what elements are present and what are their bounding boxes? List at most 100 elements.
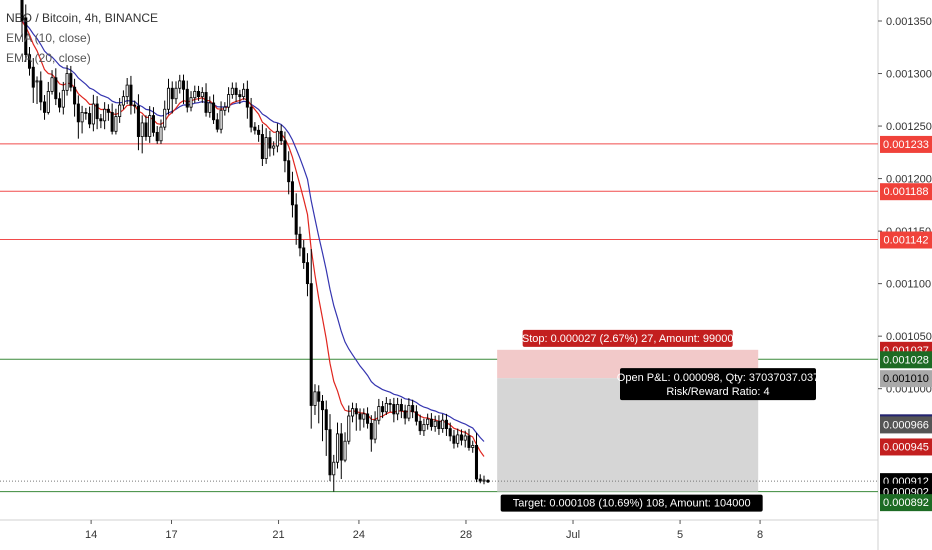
candle-body[interactable] xyxy=(437,420,441,430)
candle-body[interactable] xyxy=(155,131,159,142)
candle-body[interactable] xyxy=(441,419,445,430)
candle-body[interactable] xyxy=(174,87,178,100)
candle-body[interactable] xyxy=(268,137,272,149)
candle-body[interactable] xyxy=(392,404,396,415)
candle-body[interactable] xyxy=(422,424,426,432)
candle-body[interactable] xyxy=(65,73,69,91)
candle-body[interactable] xyxy=(106,108,110,113)
candle-body[interactable] xyxy=(114,116,118,132)
ema-slow-legend[interactable]: EMA (20, close) xyxy=(6,51,91,65)
candle-body[interactable] xyxy=(69,73,73,88)
candle-body[interactable] xyxy=(91,103,95,125)
candle-body[interactable] xyxy=(178,80,182,89)
candle-body[interactable] xyxy=(294,204,298,235)
candle-body[interactable] xyxy=(448,428,452,437)
candle-body[interactable] xyxy=(384,402,388,413)
candle-body[interactable] xyxy=(275,130,279,147)
candle-body[interactable] xyxy=(467,435,471,448)
candle-body[interactable] xyxy=(482,479,486,482)
candle-body[interactable] xyxy=(140,122,144,137)
candle-body[interactable] xyxy=(163,108,167,128)
candle-body[interactable] xyxy=(459,434,463,441)
candle-body[interactable] xyxy=(399,404,403,412)
candle-body[interactable] xyxy=(302,247,306,264)
candle-body[interactable] xyxy=(328,429,332,476)
candle-body[interactable] xyxy=(121,96,125,106)
candle-body[interactable] xyxy=(151,115,155,133)
candle-body[interactable] xyxy=(403,410,407,419)
candle-body[interactable] xyxy=(381,406,385,413)
candle-body[interactable] xyxy=(219,109,223,130)
candle-body[interactable] xyxy=(245,88,249,108)
candle-body[interactable] xyxy=(335,433,340,463)
candle-body[interactable] xyxy=(80,112,84,123)
candle-body[interactable] xyxy=(129,84,133,106)
candle-body[interactable] xyxy=(324,409,328,431)
candle-body[interactable] xyxy=(215,119,219,130)
candle-body[interactable] xyxy=(444,419,448,430)
candle-body[interactable] xyxy=(95,103,99,120)
candle-body[interactable] xyxy=(339,433,343,461)
candle-body[interactable] xyxy=(283,140,287,162)
candle-body[interactable] xyxy=(396,404,400,415)
candle-body[interactable] xyxy=(452,435,456,444)
candle-body[interactable] xyxy=(223,106,227,111)
candle-body[interactable] xyxy=(362,413,366,420)
candle-body[interactable] xyxy=(31,66,35,88)
candle-body[interactable] xyxy=(76,103,80,123)
candle-body[interactable] xyxy=(414,411,418,422)
candle-body[interactable] xyxy=(478,478,482,482)
candle-body[interactable] xyxy=(279,130,283,142)
candle-body[interactable] xyxy=(99,118,103,122)
candle-body[interactable] xyxy=(54,77,58,100)
candle-body[interactable] xyxy=(144,122,148,137)
candle-body[interactable] xyxy=(212,102,216,121)
candle-body[interactable] xyxy=(373,419,377,440)
candle-body[interactable] xyxy=(411,405,415,413)
candle-body[interactable] xyxy=(159,126,163,142)
candle-body[interactable] xyxy=(20,0,24,22)
candle-body[interactable] xyxy=(354,408,358,415)
candle-body[interactable] xyxy=(193,90,197,99)
candle-body[interactable] xyxy=(463,435,467,441)
candle-body[interactable] xyxy=(43,101,47,113)
candle-body[interactable] xyxy=(24,17,28,56)
candle-body[interactable] xyxy=(429,418,433,427)
candle-body[interactable] xyxy=(313,391,317,406)
candle-body[interactable] xyxy=(58,98,62,108)
candle-body[interactable] xyxy=(351,408,355,417)
candle-body[interactable] xyxy=(474,445,479,480)
candle-body[interactable] xyxy=(287,160,291,183)
candle-body[interactable] xyxy=(290,181,294,206)
candle-body[interactable] xyxy=(332,461,336,476)
candle-body[interactable] xyxy=(343,440,347,461)
candle-body[interactable] xyxy=(253,126,257,131)
candle-body[interactable] xyxy=(260,134,264,160)
candle-body[interactable] xyxy=(309,283,313,406)
candle-body[interactable] xyxy=(181,80,186,90)
candle-body[interactable] xyxy=(204,92,208,113)
candle-body[interactable] xyxy=(366,413,370,424)
candle-body[interactable] xyxy=(208,102,212,113)
candle-body[interactable] xyxy=(46,90,50,113)
candle-body[interactable] xyxy=(35,80,39,83)
candle-body[interactable] xyxy=(125,84,129,98)
candle-body[interactable] xyxy=(50,77,54,92)
candle-body[interactable] xyxy=(317,391,321,402)
candle-body[interactable] xyxy=(230,87,234,95)
candle-body[interactable] xyxy=(61,89,65,108)
candle-body[interactable] xyxy=(136,105,140,137)
candle-body[interactable] xyxy=(347,415,351,442)
candle-body[interactable] xyxy=(73,86,77,105)
ema-10-line[interactable] xyxy=(21,20,485,457)
candle-body[interactable] xyxy=(369,422,373,440)
candle-body[interactable] xyxy=(426,418,430,425)
candle-body[interactable] xyxy=(118,104,122,118)
candle-body[interactable] xyxy=(264,137,268,160)
candle-body[interactable] xyxy=(39,80,43,103)
candle-body[interactable] xyxy=(320,400,325,411)
candle-body[interactable] xyxy=(185,88,189,108)
symbol-title[interactable]: NEO / Bitcoin, 4h, BINANCE xyxy=(6,11,159,25)
candle-body[interactable] xyxy=(238,94,242,98)
